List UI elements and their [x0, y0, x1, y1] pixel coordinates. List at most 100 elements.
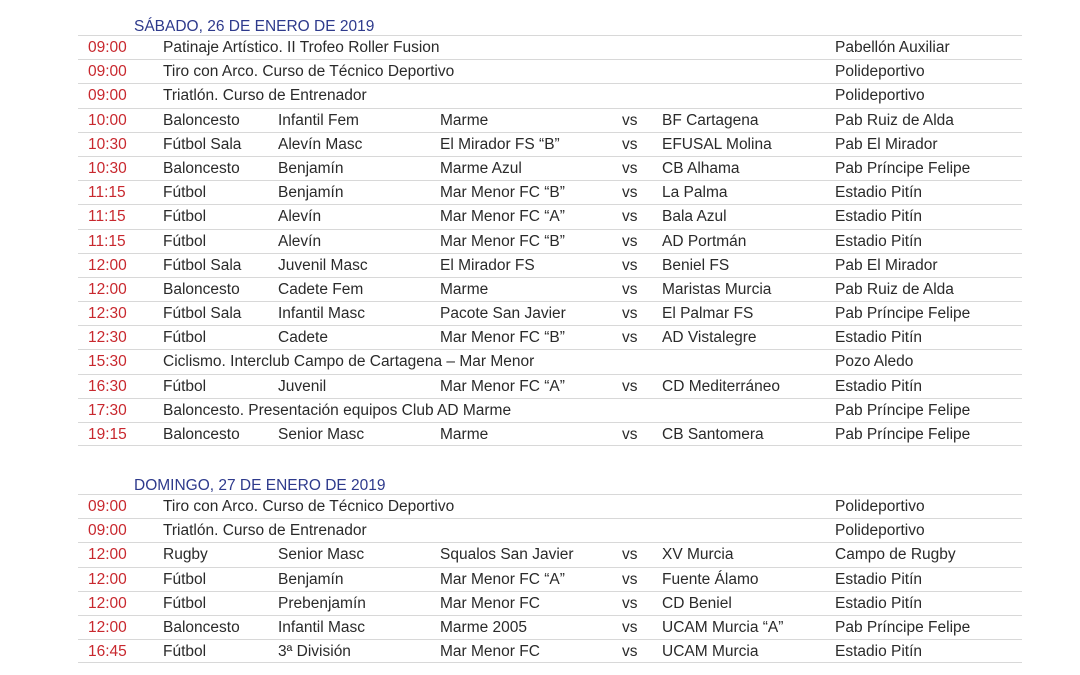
- home-team-cell: Mar Menor FC “A”: [440, 377, 565, 395]
- home-team-cell: Marme 2005: [440, 618, 528, 636]
- away-team-cell: CD Beniel: [662, 594, 732, 612]
- venue-cell: Estadio Pitín: [835, 184, 923, 202]
- venue-cell: Estadio Pitín: [835, 594, 923, 612]
- home-team-cell: Mar Menor FC “A”: [440, 570, 565, 588]
- category-cell: 3ª División: [278, 643, 351, 661]
- event-cell: Triatlón. Curso de Entrenador: [163, 522, 367, 540]
- away-team-cell: CD Mediterráneo: [662, 377, 781, 395]
- category-cell: Alevín: [278, 232, 322, 250]
- time-cell: 09:00: [88, 498, 127, 515]
- category-cell: Infantil Masc: [278, 618, 366, 636]
- category-cell: Senior Masc: [278, 426, 365, 443]
- time-cell: 11:15: [88, 208, 126, 226]
- time-cell: 09:00: [88, 87, 127, 105]
- time-cell: 17:30: [88, 401, 127, 419]
- time-cell: 12:30: [88, 305, 127, 323]
- vs-label: vs: [622, 232, 638, 250]
- sport-cell: Fútbol: [163, 232, 207, 250]
- time-cell: 09:00: [88, 63, 127, 81]
- venue-cell: Pabellón Auxiliar: [835, 39, 950, 56]
- time-cell: 16:45: [88, 643, 127, 661]
- venue-cell: Pozo Aledo: [835, 353, 914, 371]
- table-row: 09:00 Tiro con Arco. Curso de Técnico Dep…: [78, 494, 1022, 518]
- sport-cell: Fútbol Sala: [163, 305, 242, 323]
- home-team-cell: Mar Menor FC: [440, 643, 540, 661]
- event-cell: Patinaje Artístico. II Trofeo Roller Fus…: [163, 39, 440, 56]
- time-cell: 10:00: [88, 111, 127, 129]
- sport-cell: Fútbol: [163, 208, 207, 226]
- time-cell: 12:00: [88, 256, 127, 274]
- venue-cell: Estadio Pitín: [835, 208, 923, 226]
- venue-cell: Pab Príncipe Felipe: [835, 618, 971, 636]
- away-team-cell: BF Cartagena: [662, 111, 759, 129]
- venue-cell: Pab Príncipe Felipe: [835, 305, 971, 323]
- home-team-cell: Mar Menor FC “A”: [440, 208, 565, 226]
- day-title: DOMINGO, 27 DE ENERO DE 2019: [134, 477, 386, 494]
- vs-label: vs: [622, 256, 638, 274]
- sport-cell: Fútbol: [163, 377, 207, 395]
- home-team-cell: Pacote San Javier: [440, 305, 566, 323]
- vs-label: vs: [622, 426, 638, 443]
- away-team-cell: AD Vistalegre: [662, 329, 757, 347]
- venue-cell: Estadio Pitín: [835, 377, 923, 395]
- away-team-cell: El Palmar FS: [662, 305, 754, 323]
- sport-cell: Fútbol: [163, 570, 207, 588]
- venue-cell: Pab Príncipe Felipe: [835, 159, 971, 177]
- venue-cell: Polideportivo: [835, 63, 925, 81]
- sport-cell: Baloncesto: [163, 280, 240, 298]
- vs-label: vs: [622, 329, 638, 347]
- schedule-table: 09:00 Tiro con Arco. Curso de Técnico Dep…: [78, 494, 1022, 664]
- home-team-cell: Marme: [440, 426, 489, 443]
- venue-cell: Estadio Pitín: [835, 232, 923, 250]
- time-cell: 12:00: [88, 570, 127, 588]
- time-cell: 10:30: [88, 135, 127, 153]
- home-team-cell: Mar Menor FC: [440, 594, 540, 612]
- venue-cell: Polideportivo: [835, 498, 925, 515]
- home-team-cell: Mar Menor FC “B”: [440, 329, 565, 347]
- venue-cell: Pab El Mirador: [835, 135, 938, 153]
- table-row: 11:15 Fútbol Alevín Mar Menor FC “B” vs AD Po…: [78, 228, 1022, 253]
- table-row: 10:30 Baloncesto Benjamín Marme Azul vs CB Al…: [78, 155, 1022, 180]
- time-cell: 11:15: [88, 184, 126, 202]
- venue-cell: Estadio Pitín: [835, 329, 923, 347]
- away-team-cell: AD Portmán: [662, 232, 747, 250]
- vs-label: vs: [622, 111, 638, 129]
- home-team-cell: Mar Menor FC “B”: [440, 232, 565, 250]
- category-cell: Juvenil Masc: [278, 256, 368, 274]
- time-cell: 16:30: [88, 377, 127, 395]
- event-cell: Ciclismo. Interclub Campo de Cartagena –…: [163, 353, 535, 371]
- vs-label: vs: [622, 643, 638, 661]
- vs-label: vs: [622, 159, 638, 177]
- event-cell: Tiro con Arco. Curso de Técnico Deportiv…: [163, 63, 455, 81]
- venue-cell: Pab Príncipe Felipe: [835, 401, 971, 419]
- category-cell: Alevín Masc: [278, 135, 363, 153]
- table-row: 10:00 Baloncesto Infantil Fem Marme vs BF Car…: [78, 107, 1022, 132]
- time-cell: 09:00: [88, 522, 127, 540]
- away-team-cell: EFUSAL Molina: [662, 135, 772, 153]
- away-team-cell: La Palma: [662, 184, 728, 202]
- category-cell: Cadete Fem: [278, 280, 364, 298]
- home-team-cell: El Mirador FS “B”: [440, 135, 560, 153]
- vs-label: vs: [622, 618, 638, 636]
- time-cell: 12:00: [88, 594, 127, 612]
- event-cell: Triatlón. Curso de Entrenador: [163, 87, 367, 105]
- table-row: 17:30 Baloncesto. Presentación equipos Cl…: [78, 397, 1022, 422]
- category-cell: Senior Masc: [278, 546, 365, 564]
- sport-cell: Fútbol Sala: [163, 256, 242, 274]
- venue-cell: Pab El Mirador: [835, 256, 938, 274]
- category-cell: Benjamín: [278, 159, 344, 177]
- category-cell: Benjamín: [278, 184, 344, 202]
- time-cell: 12:00: [88, 280, 127, 298]
- category-cell: Juvenil: [278, 377, 327, 395]
- time-cell: 09:00: [88, 39, 127, 56]
- table-row: 12:00 Fútbol Prebenjamín Mar Menor FC vs CD B…: [78, 590, 1022, 615]
- table-row: 12:00 Baloncesto Infantil Masc Marme 2005 vs…: [78, 614, 1022, 639]
- table-row: 10:30 Fútbol Sala Alevín Masc El Mirador FS…: [78, 131, 1022, 156]
- sport-cell: Fútbol: [163, 329, 207, 347]
- sport-cell: Baloncesto: [163, 159, 240, 177]
- sport-cell: Fútbol: [163, 643, 207, 661]
- venue-cell: Estadio Pitín: [835, 643, 923, 661]
- venue-cell: Polideportivo: [835, 87, 925, 105]
- category-cell: Cadete: [278, 329, 328, 347]
- table-row: 12:00 Fútbol Sala Juvenil Masc El Mirador F…: [78, 252, 1022, 277]
